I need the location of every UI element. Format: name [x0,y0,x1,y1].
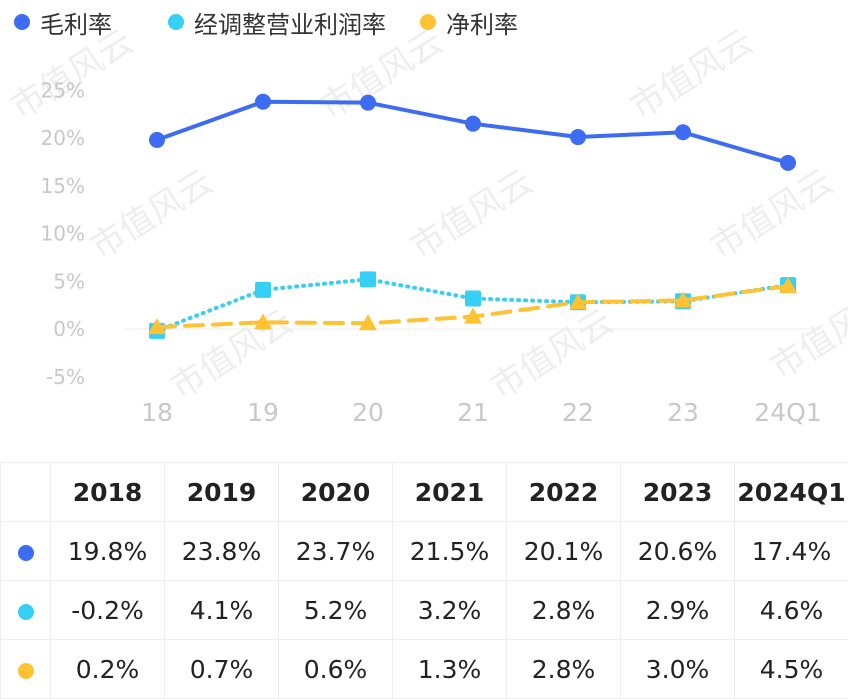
table-cell: 3.0% [621,640,735,699]
table-header-blank [1,463,51,522]
table-header-2021: 2021 [393,463,507,522]
legend-label-gross-margin: 毛利率 [40,5,112,40]
table-cell: 17.4% [735,522,848,581]
watermark-text: 市值风云 [84,162,221,268]
table-cell: 4.1% [165,581,279,640]
legend-item-gross-margin: 毛利率 [14,7,112,37]
row-marker-net-margin [18,663,34,679]
legend-marker-net-margin [420,14,436,30]
table-row-adjusted-operating-margin: -0.2% 4.1% 5.2% 3.2% 2.8% 2.9% 4.6% [1,581,848,640]
series-line-0 [157,102,788,163]
table-cell: 3.2% [393,581,507,640]
table-cell: 23.8% [165,522,279,581]
table-cell: 0.6% [279,640,393,699]
table-cell: 5.2% [279,581,393,640]
legend-marker-gross-margin [14,14,30,30]
table-cell: 2.9% [621,581,735,640]
data-point [149,132,165,148]
table-header-2018: 2018 [51,463,165,522]
table-cell: 21.5% [393,522,507,581]
table-cell: 4.5% [735,640,848,699]
table-row-net-margin: 0.2% 0.7% 0.6% 1.3% 2.8% 3.0% 4.5% [1,640,848,699]
line-chart: 市值风云市值风云市值风云市值风云市值风云市值风云市值风云市值风云市值风云-5%0… [0,0,848,462]
y-tick-label: 25% [41,78,85,102]
data-point [465,290,481,306]
x-tick-label: 24Q1 [754,398,821,427]
table-row-gross-margin: 19.8% 23.8% 23.7% 21.5% 20.1% 20.6% 17.4… [1,522,848,581]
watermark-text: 市值风云 [404,162,541,268]
table-cell: 20.1% [507,522,621,581]
legend-label-net-margin: 净利率 [446,5,518,40]
table-cell: 0.7% [165,640,279,699]
y-tick-label: 20% [41,126,85,150]
data-point [360,95,376,111]
table-header-2023: 2023 [621,463,735,522]
legend-marker-adjusted-operating-margin [168,14,184,30]
row-marker-cell [1,640,51,699]
table-cell: 4.6% [735,581,848,640]
data-point [675,124,691,140]
table-cell: -0.2% [51,581,165,640]
table-cell: 2.8% [507,581,621,640]
legend-item-net-margin: 净利率 [420,7,518,37]
table-header-2019: 2019 [165,463,279,522]
y-tick-label: -5% [46,365,85,389]
y-tick-label: 0% [53,317,85,341]
table-cell: 0.2% [51,640,165,699]
data-point [780,155,796,171]
x-tick-label: 23 [667,398,699,427]
table-cell: 2.8% [507,640,621,699]
x-tick-label: 20 [352,398,384,427]
x-tick-label: 18 [141,398,173,427]
watermark-text: 市值风云 [704,162,841,268]
row-marker-adjusted-operating-margin [18,604,34,620]
y-tick-label: 15% [41,174,85,198]
row-marker-gross-margin [18,545,34,561]
table-header-row: 2018 2019 2020 2021 2022 2023 2024Q1 [1,463,848,522]
y-tick-label: 10% [41,222,85,246]
chart-legend: 毛利率 经调整营业利润率 净利率 [0,0,848,44]
table-cell: 1.3% [393,640,507,699]
table-header-2020: 2020 [279,463,393,522]
data-point [465,116,481,132]
data-point [255,94,271,110]
legend-label-adjusted-operating-margin: 经调整营业利润率 [194,5,386,40]
table-cell: 23.7% [279,522,393,581]
row-marker-cell [1,522,51,581]
watermark-text: 市值风云 [484,302,621,408]
y-tick-label: 5% [53,269,85,293]
table-cell: 20.6% [621,522,735,581]
watermark-text: 市值风云 [164,302,301,408]
row-marker-cell [1,581,51,640]
data-point [570,129,586,145]
x-tick-label: 22 [562,398,594,427]
table-header-2022: 2022 [507,463,621,522]
watermark-text: 市值风云 [764,282,848,388]
data-point [255,282,271,298]
table-header-2024q1: 2024Q1 [735,463,848,522]
data-table: 2018 2019 2020 2021 2022 2023 2024Q1 19.… [0,462,848,699]
x-tick-label: 21 [457,398,489,427]
legend-item-adjusted-operating-margin: 经调整营业利润率 [168,7,386,37]
x-tick-label: 19 [247,398,279,427]
table-cell: 19.8% [51,522,165,581]
data-point [360,271,376,287]
